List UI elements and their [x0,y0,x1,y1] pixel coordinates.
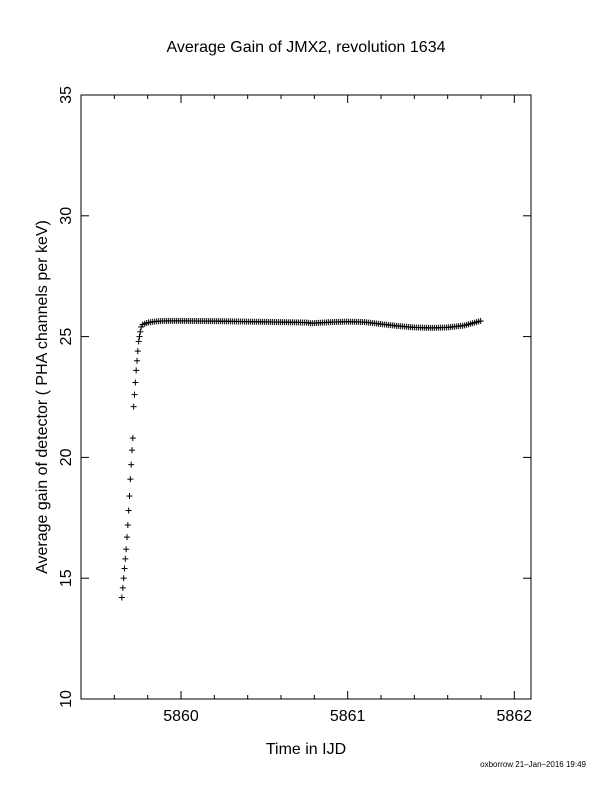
x-tick-label: 5862 [497,708,533,725]
plot-frame [80,94,532,700]
y-tick-label: 20 [58,448,75,466]
y-tick-label: 25 [58,328,75,346]
y-axis-label: Average gain of detector ( PHA channels … [34,220,51,574]
y-tick-label: 10 [58,690,75,708]
data-point [129,435,136,442]
data-point [136,333,143,340]
x-axis-label: Time in IJD [266,741,346,758]
y-tick-label: 15 [58,569,75,587]
data-point [131,391,138,398]
y-tick-label: 30 [58,207,75,225]
data-point [477,317,484,324]
data-point [135,338,142,345]
data-point [125,507,132,514]
data-point [120,575,127,582]
y-tick-label: 35 [58,86,75,104]
y-axis: 10 15 20 25 30 35 [58,86,531,708]
data-point [123,546,130,553]
x-tick-label: 5860 [163,708,199,725]
data-point [126,493,133,500]
data-point [122,555,129,562]
data-point [121,565,128,572]
data-point [128,461,135,468]
data-point [118,594,125,601]
x-axis: 5860 5861 5862 [113,95,533,725]
x-tick-label: 5861 [330,708,366,725]
data-point [137,328,144,335]
data-point [119,584,126,591]
data-point [133,367,140,374]
data-point [134,357,140,364]
data-point [127,476,134,483]
data-point [124,522,131,529]
data-point [129,447,135,454]
chart-title: Average Gain of JMX2, revolution 1634 [167,39,446,56]
data-point [130,403,137,410]
data-point [134,348,141,355]
footer-credit: oxborrow 21–Jan–2016 19:49 [480,760,586,769]
data-points [118,317,484,601]
data-point [132,379,139,386]
data-point [124,534,130,541]
